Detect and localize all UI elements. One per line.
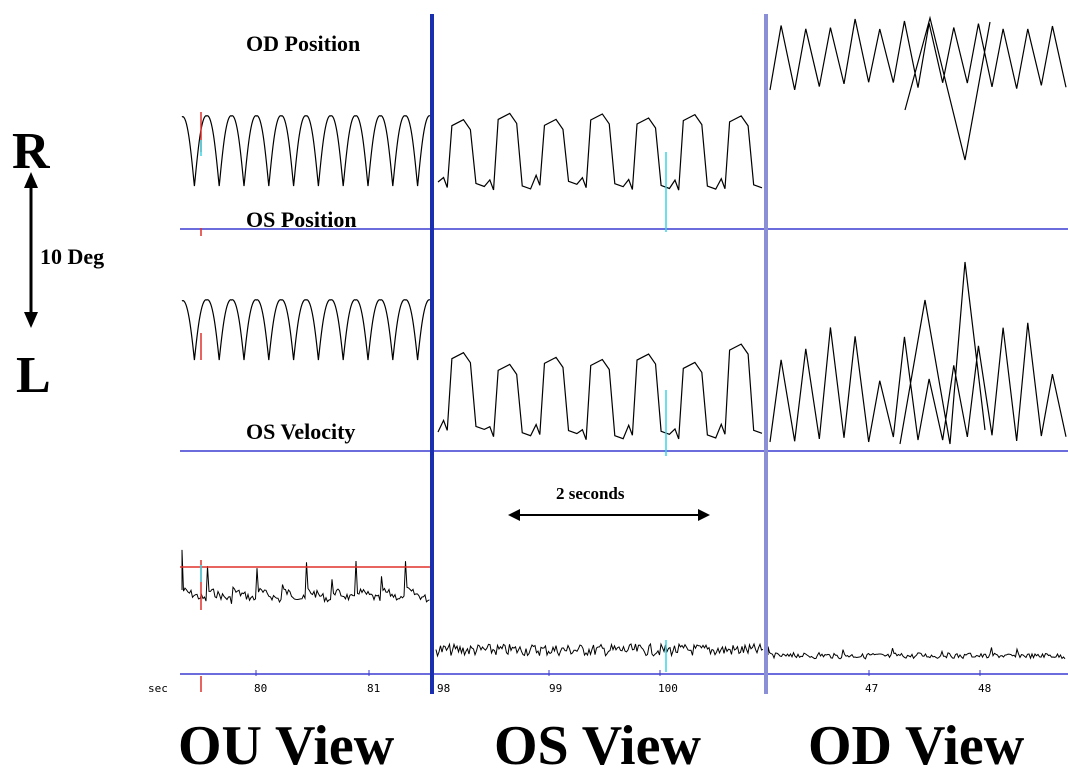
tick-label-80: 80 <box>254 682 267 695</box>
tick-label-47: 47 <box>865 682 878 695</box>
time-axis-unit-label: sec <box>148 682 168 695</box>
tick-label-81: 81 <box>367 682 380 695</box>
tick-label-48: 48 <box>978 682 991 695</box>
duration-arrow-right-icon <box>698 509 710 521</box>
trace-label-od-position: OD Position <box>246 31 360 56</box>
trace-od-od-position <box>769 15 1067 161</box>
trace-label-os-velocity: OS Velocity <box>246 419 355 444</box>
trace-os-os-position <box>437 343 763 440</box>
trace-ou-od-position <box>181 115 431 187</box>
panel-title-od: OD View <box>808 715 1025 769</box>
scale-arrow-up-icon <box>24 172 38 188</box>
trace-od-os-position <box>769 261 1067 445</box>
scale-indicator: R L 10 Deg <box>12 123 104 404</box>
duration-arrow-left-icon <box>508 509 520 521</box>
right-direction-label: R <box>12 123 51 180</box>
tick-label-99: 99 <box>549 682 562 695</box>
duration-annotation: 2 seconds <box>508 484 710 521</box>
panel-title-os: OS View <box>494 715 701 769</box>
trace-os-od-position <box>437 112 763 191</box>
time-ticks: sec 80 81 98 99 100 47 48 <box>148 682 991 695</box>
tick-label-100: 100 <box>658 682 678 695</box>
duration-label: 2 seconds <box>556 484 625 503</box>
trace-ou-os-position <box>181 299 431 361</box>
panel-title-ou: OU View <box>178 715 395 769</box>
cursors <box>180 112 667 692</box>
trace-label-os-position: OS Position <box>246 207 357 232</box>
trace-od-os-velocity <box>767 646 1066 660</box>
trace-ou-os-velocity <box>181 549 430 604</box>
left-direction-label: L <box>16 347 51 404</box>
tick-label-98: 98 <box>437 682 450 695</box>
traces-group <box>181 15 1067 676</box>
scale-magnitude-label: 10 Deg <box>40 244 104 269</box>
scale-arrow-down-icon <box>24 312 38 328</box>
trace-os-os-velocity <box>435 642 764 658</box>
